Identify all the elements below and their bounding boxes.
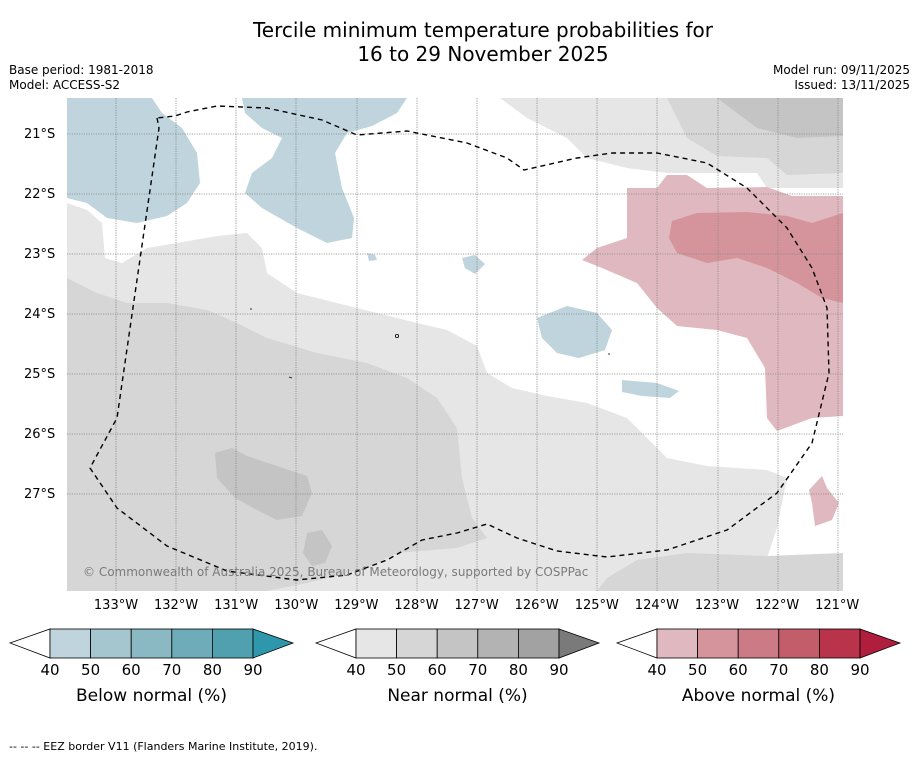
lon-label: 132°W [154,598,199,613]
below-normal-40-region-c [537,306,612,358]
islands [250,308,610,379]
colorbar-tick: 70 [162,661,182,679]
colorbar-0 [9,628,295,659]
map-title: Tercile minimum temperature probabilitie… [0,18,919,66]
colorbar-tick: 80 [809,661,829,679]
map-canvas [67,98,843,591]
above-normal-40-region-se [809,476,839,526]
meta-left: Base period: 1981-2018 Model: ACCESS-S2 [9,63,154,93]
colorbar-segment [818,628,861,659]
colorbar-tick: 40 [40,661,60,679]
colorbar-segment [778,628,820,659]
map-title-line1: Tercile minimum temperature probabilitie… [252,18,714,42]
map-title-line2: 16 to 29 November 2025 [357,42,609,66]
meta-right: Model run: 09/11/2025 Issued: 13/11/2025 [773,63,910,93]
below-normal-40-region-n [242,98,407,243]
colorbar-tick: 40 [647,661,667,679]
colorbar-segment [90,628,132,659]
lat-label: 27°S [24,487,56,502]
lat-label: 25°S [24,367,56,382]
colorbar-tick: 60 [728,661,748,679]
lat-label: 21°S [24,127,56,142]
colorbar-tick: 80 [202,661,222,679]
base-period: Base period: 1981-2018 [9,63,154,77]
above-normal-50-region [669,212,843,303]
colorbar-segment [656,628,698,659]
colorbar-tick: 90 [243,661,263,679]
lon-label: 121°W [815,598,860,613]
lat-gridlines [67,133,843,495]
colorbar-label: Below normal (%) [76,686,227,706]
near-normal-60-region [215,448,312,520]
below-normal-40-region-nw [67,98,200,223]
lon-label: 131°W [214,598,259,613]
colorbar-under-arrow [315,628,357,659]
near-normal-50-region [67,278,487,591]
colorbar-segment [396,628,438,659]
eez-border [89,105,830,581]
lat-label: 24°S [24,307,56,322]
colorbar-segment [697,628,739,659]
lon-label: 125°W [574,598,619,613]
below-normal-40-region-tiny [367,253,377,261]
below-normal-40-region-small [462,255,485,274]
colorbar-tick: 90 [549,661,569,679]
colorbar-tick: 90 [850,661,870,679]
lon-label: 122°W [755,598,800,613]
colorbar-segment [436,628,479,659]
model-name: Model: ACCESS-S2 [9,78,121,92]
copyright-notice: © Commonwealth of Australia 2025, Bureau… [83,565,589,579]
colorbar-tick: 60 [427,661,447,679]
colorbar-segment [171,628,213,659]
colorbar-1 [315,628,601,659]
lon-gridlines [115,98,839,591]
issued-date: Issued: 13/11/2025 [794,78,910,92]
colorbar-segment [130,628,173,659]
model-run: Model run: 09/11/2025 [772,63,910,77]
colorbar-tick: 80 [508,661,528,679]
colorbar-under-arrow [9,628,51,659]
colorbar-tick: 60 [121,661,141,679]
colorbar-under-arrow [616,628,658,659]
lon-label: 126°W [514,598,559,613]
lon-label: 124°W [634,598,679,613]
lon-label: 127°W [454,598,499,613]
eez-footnote: -- -- -- EEZ border V11 (Flanders Marine… [9,740,318,753]
colorbar-2 [616,628,902,659]
map-panel: © Commonwealth of Australia 2025, Bureau… [67,98,843,591]
near-normal-60-top-region [717,98,843,138]
lat-label: 22°S [24,187,56,202]
lon-label: 130°W [274,598,319,613]
colorbar-over-arrow [252,628,295,659]
colorbar-tick: 40 [346,661,366,679]
colorbar-over-arrow [859,628,902,659]
lon-label: 128°W [394,598,439,613]
colorbar-tick: 70 [769,661,789,679]
near-normal-60-region-2 [303,530,332,566]
colorbar-tick: 70 [468,661,488,679]
below-normal-40-region-e [622,380,679,398]
colorbar-tick: 50 [81,661,101,679]
lon-label: 133°W [93,598,139,613]
lon-label: 123°W [694,598,740,613]
colorbar-label: Near normal (%) [387,686,528,706]
lon-label: 129°W [334,598,379,613]
lat-label: 26°S [24,427,56,442]
lat-label: 23°S [24,247,56,262]
colorbar-over-arrow [558,628,601,659]
colorbar-segment [355,628,397,659]
colorbar-segment [737,628,780,659]
colorbar-tick: 50 [688,661,708,679]
colorbar-segment [49,628,91,659]
near-normal-50-bottom-region [597,553,843,591]
colorbar-segment [211,628,254,659]
colorbar-label: Above normal (%) [681,686,836,706]
colorbar-segment [477,628,519,659]
colorbar-tick: 50 [387,661,407,679]
colorbar-segment [517,628,560,659]
